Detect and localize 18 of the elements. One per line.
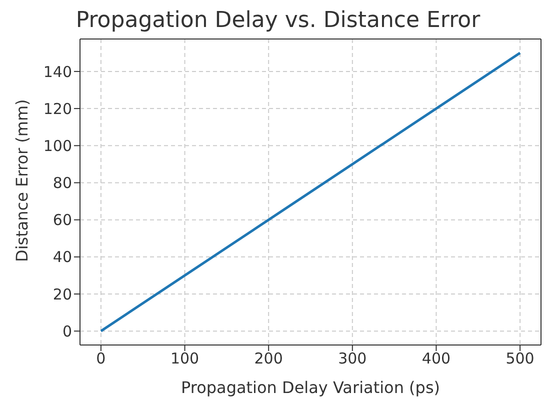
x-tick-label: 400: [422, 350, 451, 368]
line-series: [100, 52, 522, 332]
x-tick-label: 100: [170, 350, 200, 368]
x-tick-label: 0: [96, 350, 106, 368]
y-tick-label: 20: [52, 285, 72, 304]
x-tick-label: 200: [254, 350, 283, 368]
y-tick-label: 40: [52, 248, 72, 266]
x-tick-label: 300: [338, 350, 367, 368]
y-tick-label: 80: [52, 174, 72, 192]
x-axis-title: Propagation Delay Variation (ps): [180, 378, 440, 397]
chart-title: Propagation Delay vs. Distance Error: [74, 8, 482, 33]
y-tick-label: 140: [43, 62, 72, 81]
x-tick-label: 500: [506, 350, 534, 368]
y-tick-label: 100: [43, 136, 72, 155]
y-axis-title: Distance Error (mm): [12, 99, 32, 262]
y-tick-label: 0: [62, 322, 72, 340]
y-tick-label: 120: [43, 100, 72, 118]
y-tick-label: 60: [52, 211, 72, 230]
